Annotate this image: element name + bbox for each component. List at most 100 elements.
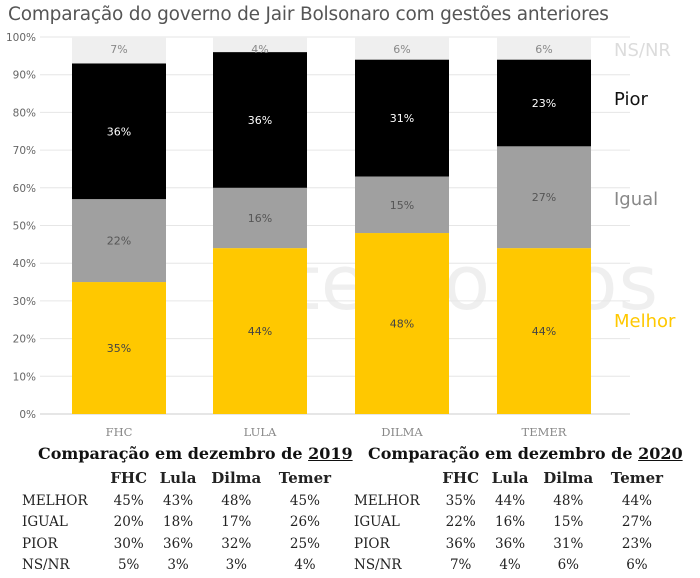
legend-label: Igual <box>614 189 658 210</box>
bar-segment-melhor <box>497 248 591 414</box>
table-cell: 36% <box>495 535 526 552</box>
table-2020-heading-text: Comparação em dezembro de <box>368 444 639 463</box>
bar-segment-igual <box>72 199 166 283</box>
table-row: PIOR 36% 36% 31% 23% <box>354 533 672 555</box>
table-row-label: IGUAL <box>354 514 400 531</box>
table-cell: 25% <box>289 535 320 552</box>
table-header-blank <box>354 465 436 490</box>
table-cell: 31% <box>553 535 584 552</box>
y-tick-label: 90% <box>13 70 36 82</box>
bar-segment-pior <box>213 52 307 188</box>
table-row-label: IGUAL <box>22 514 68 531</box>
table-row-label: NS/NR <box>354 557 402 574</box>
table-column-header: Dilma <box>211 468 262 487</box>
data-label: 15% <box>390 199 414 212</box>
table-cell: 32% <box>221 535 252 552</box>
y-tick-label: 80% <box>13 107 36 119</box>
table-row: NS/NR 5% 3% 3% 4% <box>22 555 340 577</box>
table-2019: FHC Lula Dilma Temer MELHOR 45% 43% 48% 45% IGUAL… <box>22 465 340 576</box>
table-cell: 45% <box>289 492 320 509</box>
table-cell: 48% <box>553 492 584 509</box>
legend-label: NS/NR <box>614 40 671 61</box>
table-row: IGUAL 20% 18% 17% 26% <box>22 512 340 534</box>
table-row: NS/NR 7% 4% 6% 6% <box>354 555 672 577</box>
table-cell: 36% <box>445 535 476 552</box>
table-column-header: Dilma <box>543 468 594 487</box>
table-header-blank <box>22 465 104 490</box>
stacked-bar-chart: 0% 10% 20% 30% 40% 50% 60% 70% 80% 90% 100% 35% 22% 3… <box>6 32 676 439</box>
table-cell: 44% <box>621 492 652 509</box>
y-tick-label: 10% <box>13 371 36 383</box>
bar-segment-pior <box>497 59 591 147</box>
table-cell: 3% <box>167 557 189 574</box>
table-column-header: FHC <box>110 468 148 487</box>
legend-label: Pior <box>614 89 648 110</box>
table-cell: 15% <box>553 514 584 531</box>
x-tick-label: LULA <box>244 425 277 439</box>
table-cell: 45% <box>113 492 144 509</box>
table-cell: 22% <box>445 514 476 531</box>
table-row: MELHOR 35% 44% 48% 44% <box>354 490 672 512</box>
data-label: 31% <box>390 112 414 125</box>
table-2019-heading-text: Comparação em dezembro de <box>38 444 309 463</box>
table-cell: 16% <box>495 514 526 531</box>
bar-segment-pior <box>72 63 166 200</box>
y-tick-label: 50% <box>13 221 36 233</box>
data-label: 36% <box>107 125 131 138</box>
table-row: MELHOR 45% 43% 48% 45% <box>22 490 340 512</box>
table-row-label: NS/NR <box>22 557 70 574</box>
table-cell: 7% <box>449 557 472 574</box>
y-tick-label: 70% <box>13 145 36 157</box>
table-cell: 6% <box>557 557 579 574</box>
data-label: 36% <box>248 114 272 127</box>
table-column-header: Lula <box>159 468 197 487</box>
table-header-row: FHC Lula Dilma Temer <box>22 465 340 490</box>
table-cell: 17% <box>221 514 252 531</box>
table-cell: 43% <box>163 492 194 509</box>
table-2020: FHC Lula Dilma Temer MELHOR 35% 44% 48% 44% IGUAL… <box>354 465 672 576</box>
table-cell: 27% <box>621 514 652 531</box>
table-row-label: MELHOR <box>22 492 88 509</box>
data-label: 6% <box>535 43 552 56</box>
table-cell: 4% <box>294 557 316 574</box>
data-label: 6% <box>393 43 410 56</box>
chart-title: Comparação do governo de Jair Bolsonaro … <box>8 4 609 25</box>
x-tick-label: FHC <box>106 425 133 439</box>
bar-segment-melhor <box>213 248 307 414</box>
data-label: 16% <box>248 212 272 225</box>
data-label: 35% <box>107 342 131 355</box>
table-column-header: Temer <box>610 468 664 487</box>
x-tick-label: TEMER <box>522 425 567 439</box>
table-cell: 3% <box>225 557 247 574</box>
bar-segment-nsnr <box>213 37 307 53</box>
data-label: 23% <box>532 97 556 110</box>
table-cell: 48% <box>221 492 252 509</box>
data-label: 44% <box>532 325 556 338</box>
table-column-header: Lula <box>491 468 529 487</box>
table-2020-year: 2020 <box>638 444 683 463</box>
y-tick-label: 60% <box>13 183 36 195</box>
bar-segment-nsnr <box>72 37 166 64</box>
table-cell: 35% <box>445 492 476 509</box>
table-header-row: FHC Lula Dilma Temer <box>354 465 672 490</box>
table-cell: 23% <box>621 535 652 552</box>
data-label: 4% <box>251 43 268 56</box>
table-cell: 4% <box>499 557 521 574</box>
table-row: PIOR 30% 36% 32% 25% <box>22 533 340 555</box>
data-label: 48% <box>390 318 414 331</box>
bar-segment-melhor <box>355 233 449 414</box>
bar-segment-igual <box>213 187 307 249</box>
table-column-header: FHC <box>442 468 480 487</box>
data-label: 22% <box>107 235 131 248</box>
data-label: 44% <box>248 325 272 338</box>
bar-segment-igual <box>497 146 591 249</box>
table-cell: 44% <box>495 492 526 509</box>
y-tick-label: 0% <box>19 409 36 421</box>
y-tick-label: 20% <box>13 334 36 346</box>
bar-segment-pior <box>355 59 449 177</box>
table-2020-heading: Comparação em dezembro de 2020 <box>368 444 683 463</box>
x-tick-label: DILMA <box>381 425 423 439</box>
table-row: IGUAL 22% 16% 15% 27% <box>354 512 672 534</box>
y-tick-label: 100% <box>6 32 36 44</box>
table-row-label: MELHOR <box>354 492 420 509</box>
